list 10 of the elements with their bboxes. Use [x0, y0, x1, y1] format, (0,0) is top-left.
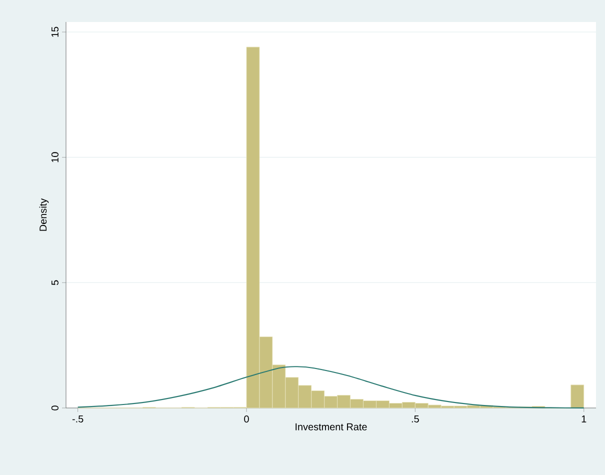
- x-axis-title: Investment Rate: [296, 423, 367, 430]
- y-tick-label: 0: [51, 406, 58, 410]
- y-axis-title: Density: [39, 198, 49, 231]
- y-tick-label: 15: [52, 26, 58, 37]
- x-tick-label: 1: [582, 416, 586, 422]
- x-tick-label: 0: [244, 416, 249, 423]
- y-tick-label: 10: [51, 152, 58, 162]
- x-tick-label: .5: [412, 416, 419, 422]
- x-tick-label: -.5: [72, 416, 84, 422]
- y-tick-label: 5: [52, 280, 58, 286]
